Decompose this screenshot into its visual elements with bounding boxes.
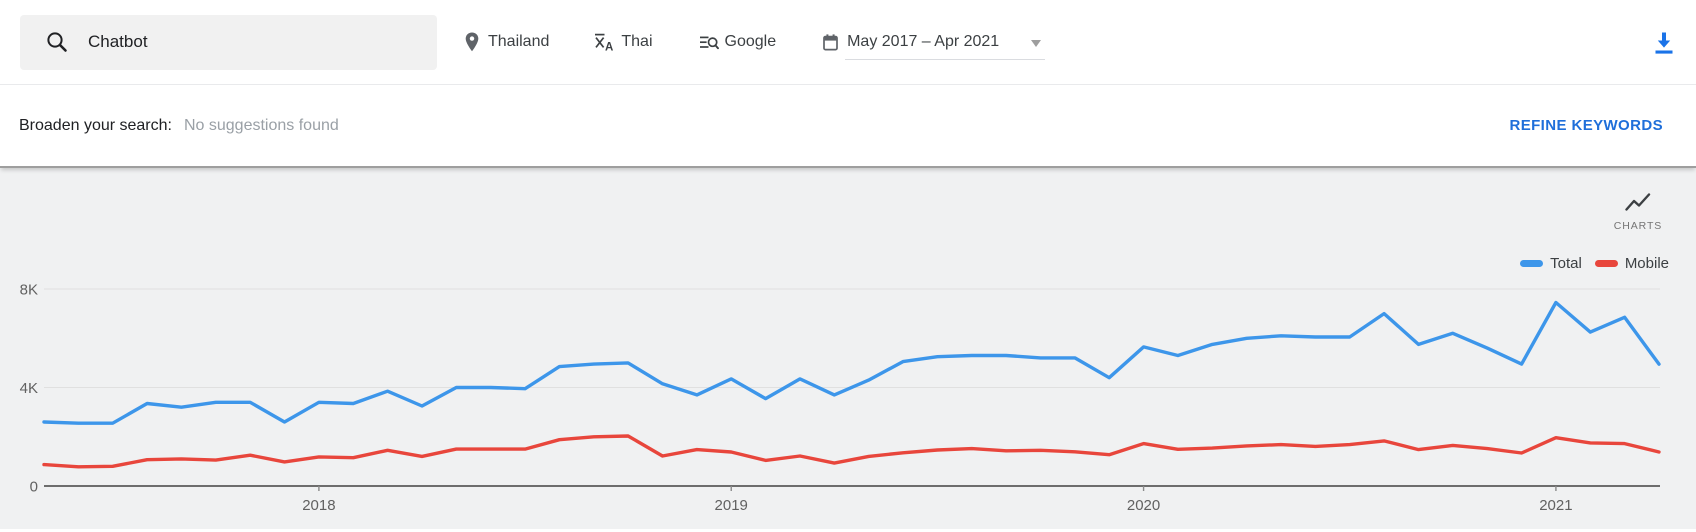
svg-text:A: A — [605, 41, 613, 52]
search-icon — [47, 32, 67, 52]
search-box[interactable] — [20, 14, 437, 70]
trend-chart-panel: CHARTS Total Mobile 0 4K 8K 2018 2019 2020 202… — [0, 168, 1696, 529]
chart-legend: Total Mobile — [1520, 255, 1669, 272]
location-filter[interactable]: Thailand — [465, 32, 549, 52]
date-range-label: May 2017 – Apr 2021 — [847, 33, 1000, 50]
language-label: Thai — [621, 33, 653, 50]
svg-text:2019: 2019 — [715, 497, 748, 514]
language-filter[interactable]: A Thai — [594, 33, 653, 52]
search-input[interactable] — [88, 32, 418, 52]
svg-text:2021: 2021 — [1539, 497, 1572, 514]
svg-text:0: 0 — [30, 479, 38, 496]
date-range-selector[interactable]: May 2017 – Apr 2021 — [823, 31, 1046, 60]
location-label: Thailand — [488, 33, 550, 50]
refine-keywords-button[interactable]: REFINE KEYWORDS — [1509, 117, 1663, 134]
chevron-down-icon — [1031, 39, 1042, 47]
charts-widget[interactable]: CHARTS — [1609, 192, 1667, 232]
svg-text:2018: 2018 — [302, 497, 335, 514]
suggestion-bar: Broaden your search: No suggestions foun… — [0, 85, 1696, 168]
download-icon — [1655, 32, 1673, 54]
trend-line-icon — [1625, 193, 1651, 211]
trend-chart[interactable]: 0 4K 8K 2018 2019 2020 2021 — [0, 168, 1696, 529]
search-engine-filter[interactable]: Google — [699, 33, 777, 51]
engine-list-search-icon — [699, 34, 719, 51]
legend-mobile-swatch — [1594, 260, 1618, 267]
legend-mobile-label: Mobile — [1624, 255, 1669, 272]
calendar-icon — [823, 33, 838, 51]
no-suggestions-message: No suggestions found — [183, 116, 339, 134]
download-button[interactable] — [1649, 27, 1679, 57]
location-pin-icon — [465, 32, 479, 52]
svg-text:4K: 4K — [20, 380, 38, 397]
translate-icon: A — [594, 33, 615, 52]
charts-widget-label: CHARTS — [1613, 220, 1663, 232]
svg-text:2020: 2020 — [1127, 497, 1160, 514]
legend-total-label: Total — [1550, 255, 1582, 272]
legend-total-swatch — [1520, 260, 1544, 267]
engine-label: Google — [724, 33, 777, 50]
toolbar: Thailand A Thai Google — [0, 0, 1696, 85]
svg-text:8K: 8K — [20, 282, 38, 299]
broaden-search-label: Broaden your search: — [19, 116, 172, 134]
